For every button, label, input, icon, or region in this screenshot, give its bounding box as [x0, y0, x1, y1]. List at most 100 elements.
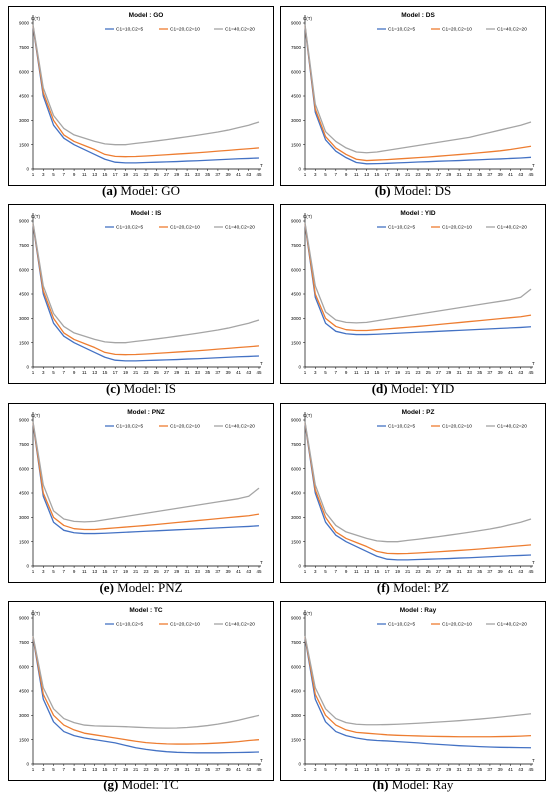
x-tick-label: 39	[226, 767, 232, 772]
series-line	[32, 222, 260, 344]
x-tick-label: 43	[518, 767, 524, 772]
x-tick-label: 37	[487, 569, 493, 574]
y-tick-label: 0	[26, 167, 29, 172]
x-tick-label: 27	[436, 569, 442, 574]
y-tick-label: 1500	[291, 340, 302, 345]
x-tick-label: 45	[256, 767, 262, 772]
chart-title: Model : YID	[400, 210, 436, 217]
y-tick-label: 7500	[291, 45, 302, 50]
x-tick-label: 29	[446, 172, 452, 177]
caption-letter: (a)	[101, 183, 118, 198]
chart-title: Model : PZ	[402, 409, 435, 416]
x-tick-label: 35	[477, 370, 483, 375]
x-axis-label: T	[260, 163, 263, 168]
x-tick-label: 9	[73, 569, 76, 574]
x-tick-label: 29	[446, 370, 452, 375]
y-tick-label: 1500	[291, 737, 302, 742]
legend-label: C1=20,C2=10	[442, 424, 472, 430]
x-tick-label: 17	[113, 172, 119, 177]
y-axis-label: C(T)	[31, 16, 40, 21]
x-tick-label: 45	[528, 370, 534, 375]
legend-label: C1=40,C2=20	[497, 424, 527, 430]
series-line	[304, 223, 532, 332]
series-line	[304, 24, 532, 154]
x-tick-label: 7	[335, 370, 338, 375]
x-tick-label: 45	[528, 172, 534, 177]
x-tick-label: 41	[508, 569, 514, 574]
x-tick-label: 31	[185, 569, 191, 574]
x-tick-label: 37	[215, 370, 221, 375]
y-tick-label: 1500	[19, 737, 30, 742]
caption-text: Model: PZ	[389, 580, 450, 595]
x-tick-label: 21	[133, 172, 139, 177]
y-tick-label: 9000	[291, 418, 302, 423]
y-tick-label: 4500	[291, 491, 302, 496]
chart-title: Model : PNZ	[127, 409, 165, 416]
x-tick-label: 7	[63, 767, 66, 772]
x-tick-label: 5	[52, 569, 55, 574]
y-tick-label: 7500	[19, 45, 30, 50]
legend-label: C1=40,C2=20	[497, 225, 527, 231]
legend-label: C1=40,C2=20	[225, 225, 255, 231]
legend-label: C1=10,C2=5	[116, 622, 144, 628]
y-tick-label: 6000	[291, 466, 302, 471]
series-line	[32, 25, 260, 158]
series-line	[304, 423, 532, 561]
legend-label: C1=10,C2=5	[116, 27, 144, 33]
x-tick-label: 23	[143, 172, 149, 177]
y-tick-label: 9000	[291, 21, 302, 26]
y-tick-label: 7500	[291, 640, 302, 645]
y-tick-label: 3000	[291, 515, 302, 520]
x-tick-label: 33	[195, 569, 201, 574]
chart-svg: Model : DS C(T) T 0 1500 3000 4500 6000 7500 9000…	[291, 12, 535, 177]
y-tick-label: 4500	[291, 94, 302, 99]
series-line	[32, 637, 260, 754]
y-tick-label: 0	[26, 365, 29, 370]
x-tick-label: 19	[395, 172, 401, 177]
y-axis-label: C(T)	[31, 413, 40, 418]
figure-caption: (e) Model: PNZ	[5, 580, 277, 596]
series-line	[304, 224, 532, 336]
x-tick-label: 21	[405, 370, 411, 375]
x-tick-label: 13	[364, 172, 370, 177]
chart-svg: Model : YID C(T) T 0 1500 3000 4500 6000 7500 900…	[291, 210, 535, 375]
x-tick-label: 19	[123, 569, 129, 574]
x-tick-label: 41	[236, 569, 242, 574]
x-tick-label: 1	[304, 172, 307, 177]
x-tick-label: 15	[102, 767, 108, 772]
y-tick-label: 3000	[291, 713, 302, 718]
x-tick-label: 7	[63, 370, 66, 375]
x-tick-label: 21	[405, 172, 411, 177]
y-tick-label: 7500	[19, 442, 30, 447]
x-tick-label: 17	[385, 767, 391, 772]
series-line	[304, 636, 532, 738]
x-tick-label: 21	[133, 370, 139, 375]
legend-label: C1=20,C2=10	[442, 622, 472, 628]
y-tick-label: 7500	[19, 243, 30, 248]
x-tick-label: 23	[143, 569, 149, 574]
chart-title: Model : Ray	[400, 607, 437, 614]
caption-text: Model: Ray	[388, 777, 454, 792]
x-tick-label: 15	[102, 370, 108, 375]
y-tick-label: 7500	[291, 243, 302, 248]
x-tick-label: 33	[195, 767, 201, 772]
x-tick-label: 11	[354, 569, 359, 574]
x-tick-label: 1	[304, 767, 307, 772]
x-tick-label: 5	[324, 370, 327, 375]
x-tick-label: 3	[314, 172, 317, 177]
y-tick-label: 9000	[19, 418, 30, 423]
x-tick-label: 9	[345, 172, 348, 177]
caption-letter: (f)	[376, 580, 390, 595]
legend-label: C1=20,C2=10	[170, 424, 200, 430]
x-tick-label: 27	[436, 767, 442, 772]
x-tick-label: 41	[508, 767, 514, 772]
legend-label: C1=40,C2=20	[225, 27, 255, 33]
x-axis-label: T	[260, 560, 263, 565]
y-tick-label: 9000	[291, 616, 302, 621]
figure-caption: (c) Model: IS	[5, 381, 277, 397]
figure-caption: (a) Model: GO	[5, 183, 277, 199]
x-tick-label: 9	[345, 569, 348, 574]
x-tick-label: 31	[457, 767, 463, 772]
y-tick-label: 3000	[19, 515, 30, 520]
x-tick-label: 45	[256, 172, 262, 177]
